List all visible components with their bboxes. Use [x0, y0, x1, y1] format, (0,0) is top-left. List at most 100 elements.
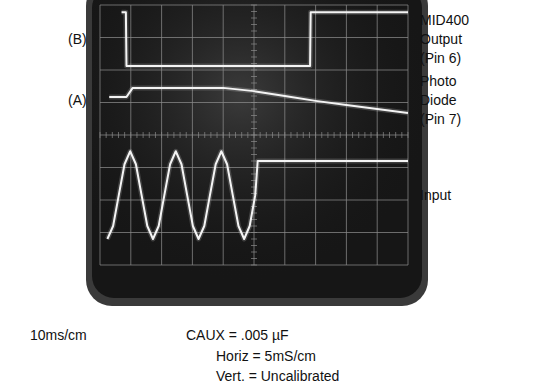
minor-tick — [223, 132, 224, 138]
minor-tick — [251, 24, 257, 25]
minor-tick — [272, 132, 273, 138]
minor-tick — [180, 132, 181, 138]
minor-tick — [395, 132, 396, 138]
minor-tick — [364, 132, 365, 138]
trace — [109, 88, 408, 113]
minor-tick — [217, 132, 218, 138]
scope-screen — [92, 0, 422, 298]
grid-line-x — [223, 5, 224, 265]
grid-line-x — [161, 5, 162, 265]
minor-tick — [297, 132, 298, 138]
minor-tick — [167, 132, 168, 138]
minor-tick — [251, 141, 257, 142]
minor-tick — [377, 132, 378, 138]
minor-tick — [247, 132, 248, 138]
minor-tick — [251, 135, 257, 136]
chart: MID400Output(Pin 6)(B)PhotoDiode(Pin 7)(… — [0, 0, 555, 388]
minor-tick — [352, 132, 353, 138]
minor-tick — [251, 11, 257, 12]
minor-tick — [192, 132, 193, 138]
minor-tick — [401, 132, 402, 138]
minor-tick — [251, 50, 257, 51]
minor-tick — [251, 258, 257, 259]
scope-bezel — [86, 0, 428, 306]
minor-tick — [278, 132, 279, 138]
minor-tick — [290, 132, 291, 138]
minor-tick — [251, 83, 257, 84]
grid-line-x — [346, 5, 347, 265]
minor-tick — [358, 132, 359, 138]
minor-tick — [251, 76, 257, 77]
minor-tick — [321, 132, 322, 138]
screen-glow — [92, 0, 422, 298]
trace — [107, 151, 408, 239]
minor-tick — [346, 132, 347, 138]
grid-line-y — [100, 102, 408, 103]
minor-tick — [251, 128, 257, 129]
trace — [122, 12, 408, 66]
minor-tick — [155, 132, 156, 138]
trace-name-line: Diode — [420, 92, 457, 108]
minor-tick — [251, 96, 257, 97]
trace-name: Input — [420, 187, 451, 203]
minor-tick — [251, 37, 257, 38]
minor-tick — [383, 132, 384, 138]
grid-line-x — [408, 5, 409, 265]
minor-tick — [161, 132, 162, 138]
minor-tick — [130, 132, 131, 138]
trace-name-line: Photo — [420, 73, 457, 89]
minor-tick — [251, 239, 257, 240]
grid-line-x — [130, 5, 131, 265]
trace-name-line: Output — [420, 31, 462, 47]
minor-tick — [251, 70, 257, 71]
minor-tick — [229, 132, 230, 138]
trace-letter: (A) — [68, 92, 87, 108]
minor-tick — [149, 132, 150, 138]
minor-tick — [173, 132, 174, 138]
traces — [107, 12, 408, 239]
minor-tick — [251, 148, 257, 149]
minor-tick — [315, 132, 316, 138]
minor-tick — [100, 132, 101, 138]
grid-line-y — [100, 5, 408, 6]
minor-tick — [251, 44, 257, 45]
grid-line-y — [100, 70, 408, 71]
minor-tick — [251, 115, 257, 116]
minor-tick — [251, 252, 257, 253]
grid-line-y — [100, 135, 408, 136]
minor-tick — [327, 132, 328, 138]
grid-line-y — [100, 232, 408, 233]
grid-line-y — [100, 167, 408, 168]
trace-glow — [122, 12, 408, 66]
minor-tick — [235, 132, 236, 138]
minor-tick — [371, 132, 372, 138]
minor-tick — [408, 132, 409, 138]
grid-line-x — [377, 5, 378, 265]
trace-name: MID400Output(Pin 6) — [420, 12, 469, 66]
minor-tick — [251, 265, 257, 266]
minor-tick — [284, 132, 285, 138]
minor-tick — [112, 132, 113, 138]
minor-tick — [204, 132, 205, 138]
trace-letter: (B) — [68, 31, 87, 47]
annotation: 10ms/cm — [30, 327, 87, 343]
annotation: Horiz = 5mS/cm — [216, 348, 316, 364]
trace-name-line: MID400 — [420, 12, 469, 28]
minor-tick — [124, 132, 125, 138]
trace-glow — [109, 88, 408, 113]
minor-tick — [251, 122, 257, 123]
minor-tick — [251, 109, 257, 110]
minor-tick — [251, 154, 257, 155]
minor-tick — [118, 132, 119, 138]
grid-line-y — [100, 37, 408, 38]
minor-tick — [143, 132, 144, 138]
minor-tick — [241, 132, 242, 138]
minor-tick — [251, 232, 257, 233]
minor-tick — [251, 18, 257, 19]
minor-tick — [136, 132, 137, 138]
minor-tick — [309, 132, 310, 138]
minor-tick — [251, 102, 257, 103]
minor-tick — [266, 132, 267, 138]
grid-line-x — [284, 5, 285, 265]
trace-name-line: Input — [420, 187, 451, 203]
